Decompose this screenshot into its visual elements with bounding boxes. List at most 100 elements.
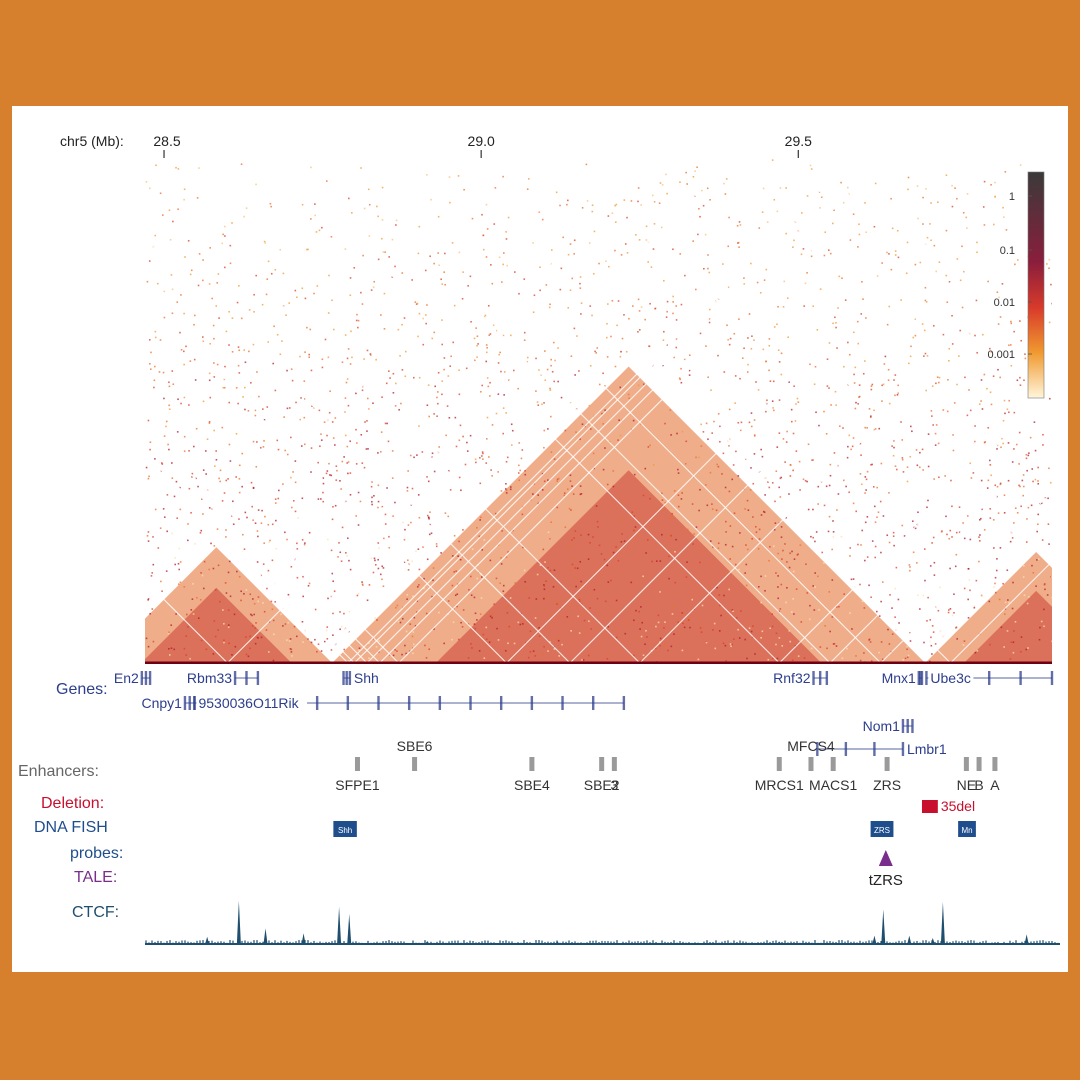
contact-speckle	[449, 201, 451, 204]
contact-speckle	[677, 621, 680, 624]
contact-speckle	[661, 533, 663, 536]
contact-speckle	[677, 468, 679, 471]
contact-speckle	[738, 318, 740, 320]
contact-speckle	[497, 393, 500, 395]
enhancer-label: MRCS1	[755, 777, 804, 793]
contact-speckle	[502, 407, 505, 409]
contact-speckle	[331, 421, 334, 423]
contact-speckle	[642, 575, 644, 578]
contact-speckle	[358, 649, 360, 652]
heatmap-gap-line	[639, 249, 1052, 664]
contact-speckle	[205, 648, 208, 651]
contact-speckle	[611, 299, 614, 302]
contact-speckle	[433, 262, 435, 265]
gene-exon	[873, 742, 876, 756]
contact-speckle	[262, 408, 264, 410]
contact-speckle	[763, 511, 766, 514]
contact-speckle	[245, 653, 248, 656]
contact-speckle	[489, 559, 492, 562]
contact-speckle	[717, 413, 720, 415]
contact-speckle	[406, 486, 409, 489]
contact-speckle	[434, 385, 437, 388]
contact-speckle	[994, 582, 996, 585]
contact-speckle	[955, 553, 958, 556]
contact-speckle	[953, 611, 955, 614]
contact-speckle	[956, 638, 958, 640]
contact-speckle	[489, 333, 492, 335]
contact-speckle	[443, 368, 445, 371]
contact-speckle	[537, 404, 540, 406]
contact-speckle	[480, 390, 482, 393]
contact-speckle	[506, 264, 508, 267]
contact-speckle	[939, 586, 941, 589]
contact-speckle	[605, 336, 608, 339]
contact-speckle	[281, 340, 283, 342]
contact-speckle	[385, 382, 388, 385]
contact-speckle	[178, 568, 180, 571]
contact-speckle	[357, 592, 360, 595]
contact-speckle	[416, 611, 418, 613]
contact-speckle	[854, 407, 857, 410]
contact-speckle	[1037, 480, 1039, 482]
contact-speckle	[373, 557, 376, 560]
contact-speckle	[294, 460, 297, 462]
contact-speckle	[986, 487, 989, 489]
contact-speckle	[657, 621, 660, 624]
contact-speckle	[229, 244, 232, 247]
contact-speckle	[1032, 571, 1035, 574]
contact-speckle	[479, 519, 481, 521]
contact-speckle	[989, 643, 991, 646]
contact-speckle	[203, 560, 206, 563]
contact-speckle	[167, 632, 170, 635]
contact-speckle	[978, 536, 980, 538]
contact-speckle	[954, 187, 956, 189]
contact-speckle	[228, 443, 231, 446]
contact-speckle	[447, 600, 450, 602]
contact-speckle	[859, 583, 861, 586]
contact-speckle	[245, 589, 248, 591]
contact-speckle	[503, 394, 505, 396]
contact-speckle	[684, 274, 686, 277]
contact-speckle	[228, 560, 231, 563]
contact-speckle	[209, 342, 211, 345]
contact-speckle	[473, 337, 476, 340]
contact-speckle	[551, 370, 554, 373]
tale-track: tZRS	[869, 850, 903, 889]
contact-speckle	[346, 445, 349, 448]
contact-speckle	[369, 353, 372, 355]
contact-speckle	[567, 199, 569, 202]
contact-speckle	[901, 439, 904, 441]
contact-speckle	[510, 444, 513, 446]
contact-speckle	[536, 573, 539, 576]
contact-speckle	[903, 535, 906, 537]
contact-speckle	[829, 463, 832, 466]
contact-speckle	[1040, 620, 1043, 623]
contact-speckle	[418, 568, 421, 571]
contact-speckle	[466, 450, 469, 452]
contact-speckle	[780, 373, 783, 376]
contact-speckle	[188, 487, 191, 490]
contact-speckle	[371, 496, 373, 499]
contact-speckle	[296, 576, 299, 579]
contact-speckle	[864, 426, 867, 429]
contact-speckle	[538, 369, 540, 371]
contact-speckle	[651, 560, 653, 563]
contact-speckle	[270, 600, 273, 603]
contact-speckle	[931, 625, 934, 627]
contact-speckle	[170, 274, 173, 276]
contact-speckle	[331, 518, 334, 521]
contact-speckle	[452, 341, 455, 344]
contact-speckle	[368, 657, 370, 660]
contact-speckle	[539, 564, 542, 566]
contact-speckle	[380, 431, 383, 433]
contact-speckle	[751, 537, 753, 540]
contact-speckle	[785, 516, 787, 519]
contact-speckle	[886, 323, 889, 326]
contact-speckle	[474, 359, 476, 362]
contact-speckle	[464, 463, 467, 466]
contact-speckle	[702, 431, 705, 433]
contact-speckle	[946, 410, 949, 413]
contact-speckle	[849, 239, 852, 241]
contact-speckle	[216, 363, 219, 366]
contact-speckle	[751, 335, 753, 338]
